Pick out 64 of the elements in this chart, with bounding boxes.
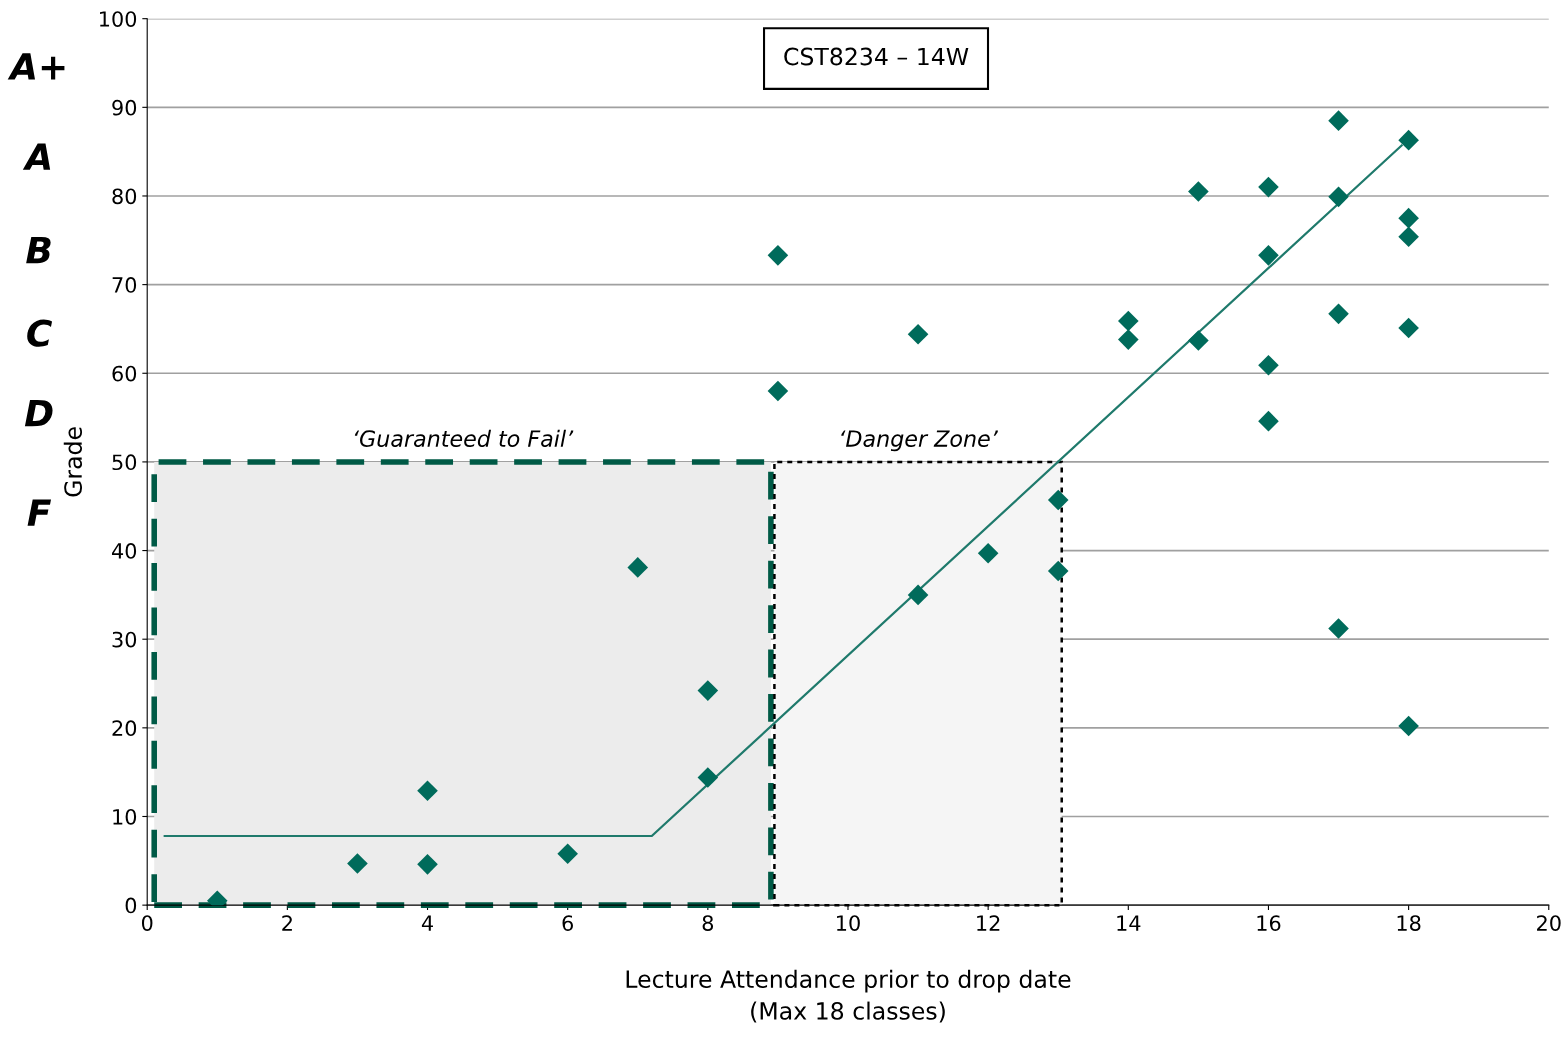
x-tick-label: 20 [1537, 915, 1561, 931]
y-tick-label: 40 [111, 543, 137, 559]
y-tick-label: 70 [112, 277, 137, 293]
y-tick-label: 30 [112, 631, 137, 648]
point [1398, 129, 1419, 151]
point [1328, 618, 1349, 639]
y-tick-label: 50 [112, 454, 137, 471]
x-tick-label: 8 [702, 915, 714, 931]
text: A+ [7, 53, 65, 80]
y-tick-label: 100 [100, 11, 137, 27]
point [1328, 303, 1349, 325]
point [557, 843, 578, 865]
text: D [24, 399, 53, 427]
point [907, 323, 929, 345]
x-tick-label: 12 [977, 915, 1000, 931]
point [1328, 186, 1349, 208]
x-tick-label: 14 [1117, 915, 1141, 931]
x-tick-label: 16 [1257, 915, 1281, 931]
x-axis-title: Lecture Attendance prior to drop date (Max 18 classes) [626, 969, 1071, 1023]
point [1047, 489, 1069, 511]
point [627, 557, 649, 578]
point [1258, 176, 1279, 198]
point [1118, 310, 1139, 332]
text: A [22, 143, 51, 170]
band-label: ‘Guaranteed to Fail’ [354, 429, 574, 447]
point [907, 584, 929, 606]
y-tick-label: 0 [125, 897, 137, 914]
text: CST8234 – 14W [784, 47, 969, 66]
point [1258, 410, 1279, 432]
x-tick-label: 6 [562, 915, 573, 931]
point [767, 245, 789, 266]
x-tick-label: 4 [421, 915, 433, 931]
y-tick-label: 10 [113, 808, 137, 825]
point [417, 854, 438, 875]
point [767, 380, 789, 402]
y-tick-label: 20 [112, 720, 137, 737]
point [1398, 226, 1419, 248]
y-tick-label: 80 [112, 188, 137, 205]
point [697, 767, 719, 788]
x-tick-label: 2 [282, 915, 292, 931]
text: B [26, 236, 51, 264]
y-tick-label: 60 [112, 365, 137, 382]
point [417, 780, 438, 802]
point [347, 853, 368, 874]
point [1328, 110, 1349, 131]
x-tick-label: 18 [1397, 915, 1421, 931]
point [1398, 317, 1419, 339]
point [1258, 354, 1279, 376]
y-tick-label: 90 [112, 99, 137, 116]
point [1258, 245, 1279, 266]
y-axis-title: Grade [63, 427, 83, 497]
point [1118, 329, 1139, 350]
point [1188, 181, 1209, 202]
x-tick-label: 10 [837, 915, 860, 931]
text: C [27, 319, 53, 347]
point [1188, 330, 1209, 351]
point [697, 680, 719, 701]
band-label: ‘Danger Zone’ [841, 430, 998, 452]
point [1398, 207, 1419, 229]
point [977, 542, 999, 564]
point [1047, 560, 1069, 582]
text: F [27, 499, 52, 526]
point [1398, 715, 1419, 737]
x-tick-label: 0 [141, 915, 153, 931]
